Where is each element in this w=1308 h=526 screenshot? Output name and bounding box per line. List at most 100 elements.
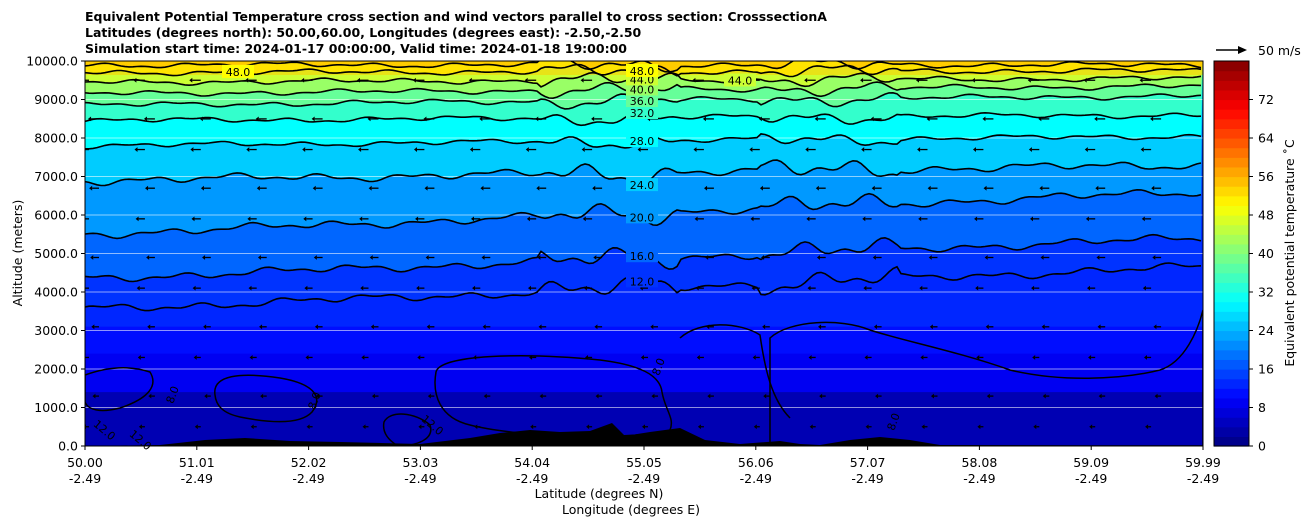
wind-vector-head [1040,255,1044,260]
y-tick-label: 6000.0 [34,208,78,223]
wind-vector-head [1028,147,1032,152]
wind-vector-head [539,393,543,399]
wind-vector-head [807,285,811,291]
wind-vector-head [133,77,137,83]
wind-vector-head [536,185,540,191]
x-tick-label-lon: -2.49 [851,471,883,486]
wind-vector-head [976,355,980,360]
wind-vector-head [417,355,421,360]
wind-vector-head [819,393,823,399]
contour-line-low-4 [769,309,1203,446]
wind-vector-head [92,393,96,399]
wind-vector-head [696,355,700,360]
chart-title-line-3: Simulation start time: 2024-01-17 00:00:… [85,41,627,56]
colorbar-segment [1214,243,1249,255]
wind-vector-head [305,355,309,360]
wind-vector-head [805,147,809,152]
contour-label-bg-32.0 [626,105,658,119]
wind-vector-head [415,216,419,222]
x-tick-label-lon: -2.49 [740,471,772,486]
wind-vector-head [809,424,813,430]
wind-vector-head [304,285,308,291]
y-tick-label: 3000.0 [34,323,78,338]
colorbar-label: Equivalent potential temperature ˚C [1282,139,1297,367]
wind-vector-head [418,424,422,430]
contour-label-40.0: 40.0 [630,83,655,96]
wind-vector-head [191,216,195,222]
wind-vector-head [134,147,138,152]
wind-vector-head [864,355,868,360]
wind-vector-head [202,255,206,260]
wind-vector-head [468,77,472,83]
wind-vector-head [1095,185,1099,191]
wind-vector-head [81,286,84,291]
wind-vector-head [585,355,588,360]
colorbar-segment [1214,369,1249,380]
wind-vector-head [581,147,585,152]
terrain [85,423,1203,446]
wind-vector-head [1027,77,1031,83]
chart-title-line-1: Equivalent Potential Temperature cross s… [85,9,827,24]
wind-vector-head [78,78,81,83]
wind-vector-head [194,424,198,430]
colorbar-segment [1214,89,1249,101]
x-tick-label-lat: 58.08 [962,455,998,470]
colorbar-segment [1214,147,1249,158]
contour-label-bg-20.0 [626,210,658,224]
x-axis-label: Latitude (degrees N) [535,486,664,501]
wind-vector-head [257,255,261,260]
colorbar-tick-label: 16 [1258,362,1274,377]
wind-vector-head [248,285,252,291]
quiver-key: 50 m/s [1216,43,1301,58]
colorbar-segment [1214,320,1249,332]
y-axis-label: Altitude (meters) [10,200,25,307]
x-tick-label-lon: -2.49 [1187,471,1219,486]
colorbar-segment [1214,253,1249,264]
wind-vector-head [974,216,978,222]
wind-vector-head [360,285,364,291]
wind-vector-head [80,216,83,221]
x-axis-label-2: Longitude (degrees E) [562,502,700,517]
wind-vector-head [145,185,149,191]
colorbar-segment [1214,118,1249,129]
wind-vector-head [749,147,753,152]
x-tick-label-lat: 56.06 [738,455,774,470]
wind-vector-head [651,393,655,399]
colorbar-segment [1214,388,1249,399]
y-tick-label: 2000.0 [34,362,78,377]
x-tick-label-lon: -2.49 [516,471,548,486]
contour-label-low: 8.0 [164,384,182,405]
wind-vector-head [530,424,534,430]
wind-vector-head [692,77,696,83]
x-tick-label-lon: -2.49 [292,471,324,486]
wind-vector-head [650,324,654,330]
wind-vector-head [1030,216,1033,222]
colorbar-segment [1214,166,1249,178]
wind-vector-head [984,255,988,260]
wind-vector-head [358,147,362,152]
wind-vector-head [1083,77,1087,83]
wind-vector-head [1140,147,1144,152]
contour-label-20.0: 20.0 [630,211,655,224]
x-tick-label-lat: 59.09 [1073,455,1109,470]
chart-title-line-2: Latitudes (degrees north): 50.00,60.00, … [85,25,642,40]
terrain-profile [85,423,1203,446]
colorbar-segment [1214,70,1249,81]
wind-vector-head [1139,77,1143,83]
wind-vector-head [920,355,924,360]
wind-vector-head [146,255,150,260]
colorbar-tick-label: 8 [1258,400,1266,415]
wind-vector-head [916,77,919,83]
wind-vector-head [426,324,430,330]
y-tick-label: 8000.0 [34,131,78,146]
colorbar-tick-label: 0 [1258,439,1266,454]
contour-label-bg-12.0 [626,274,658,288]
wind-vector-head [1154,393,1158,399]
colorbar-tick-label: 48 [1258,208,1274,223]
wind-vector-head [1096,255,1100,260]
wind-vector-head [303,216,307,222]
contour-line-52.0 [85,61,1202,73]
wind-vector-head [301,77,305,83]
wind-vector-head [1094,116,1098,122]
wind-vector-head [1098,393,1102,399]
